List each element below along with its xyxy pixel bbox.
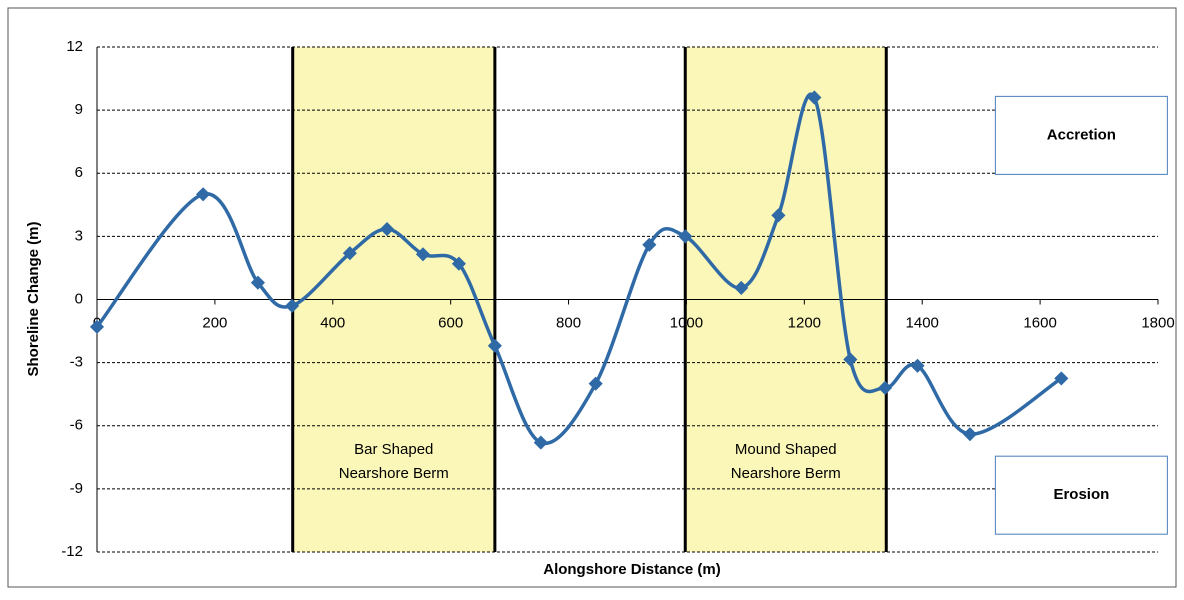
x-tick-label: 1000	[670, 314, 703, 331]
region-label: Nearshore Berm	[731, 465, 841, 482]
marker	[379, 221, 395, 237]
y-tick-label: 9	[75, 101, 83, 118]
x-tick-label: 400	[320, 314, 345, 331]
marker	[487, 338, 502, 353]
x-tick-label: 800	[556, 314, 581, 331]
y-tick-label: 0	[75, 290, 83, 307]
x-tick-label: 200	[202, 314, 227, 331]
marker	[588, 376, 603, 391]
y-tick-label: -6	[70, 417, 83, 434]
marker	[678, 229, 693, 244]
frame	[7, 7, 1177, 588]
y-tick-label: -12	[61, 543, 83, 560]
annotation: Accretion	[1047, 126, 1116, 143]
marker	[415, 247, 431, 262]
marker	[843, 352, 858, 367]
marker	[807, 90, 822, 105]
y-tick-label: 6	[75, 164, 83, 181]
marker	[89, 319, 105, 334]
x-axis-title: Alongshore Distance (m)	[543, 561, 721, 578]
region-label: Nearshore Berm	[339, 465, 449, 482]
y-tick-label: 12	[66, 38, 83, 55]
y-axis-title: Shoreline Change (m)	[25, 221, 42, 376]
y-tick-label: -9	[70, 480, 83, 497]
marker	[734, 280, 749, 295]
y-tick-label: -3	[70, 354, 83, 371]
marker	[250, 275, 265, 290]
marker	[285, 298, 300, 313]
annotation-box	[994, 455, 1168, 535]
x-tick-label: 1600	[1023, 314, 1056, 331]
x-tick-label: 1200	[788, 314, 821, 331]
marker	[962, 427, 978, 442]
annotation: Erosion	[1053, 486, 1109, 503]
marker	[533, 435, 548, 450]
marker	[771, 208, 786, 223]
region-label: Mound Shaped	[735, 441, 837, 458]
annotation-box	[994, 95, 1168, 175]
marker	[196, 187, 211, 202]
marker	[451, 256, 466, 271]
marker	[1054, 371, 1069, 386]
x-tick-label: 600	[438, 314, 463, 331]
x-tick-label: 1400	[906, 314, 939, 331]
x-tick-label: 1800	[1141, 314, 1174, 331]
marker	[910, 358, 925, 373]
region-label: Bar Shaped	[354, 441, 433, 458]
marker	[878, 380, 893, 395]
y-tick-label: 3	[75, 227, 83, 244]
marker	[642, 237, 657, 252]
marker	[342, 246, 357, 261]
